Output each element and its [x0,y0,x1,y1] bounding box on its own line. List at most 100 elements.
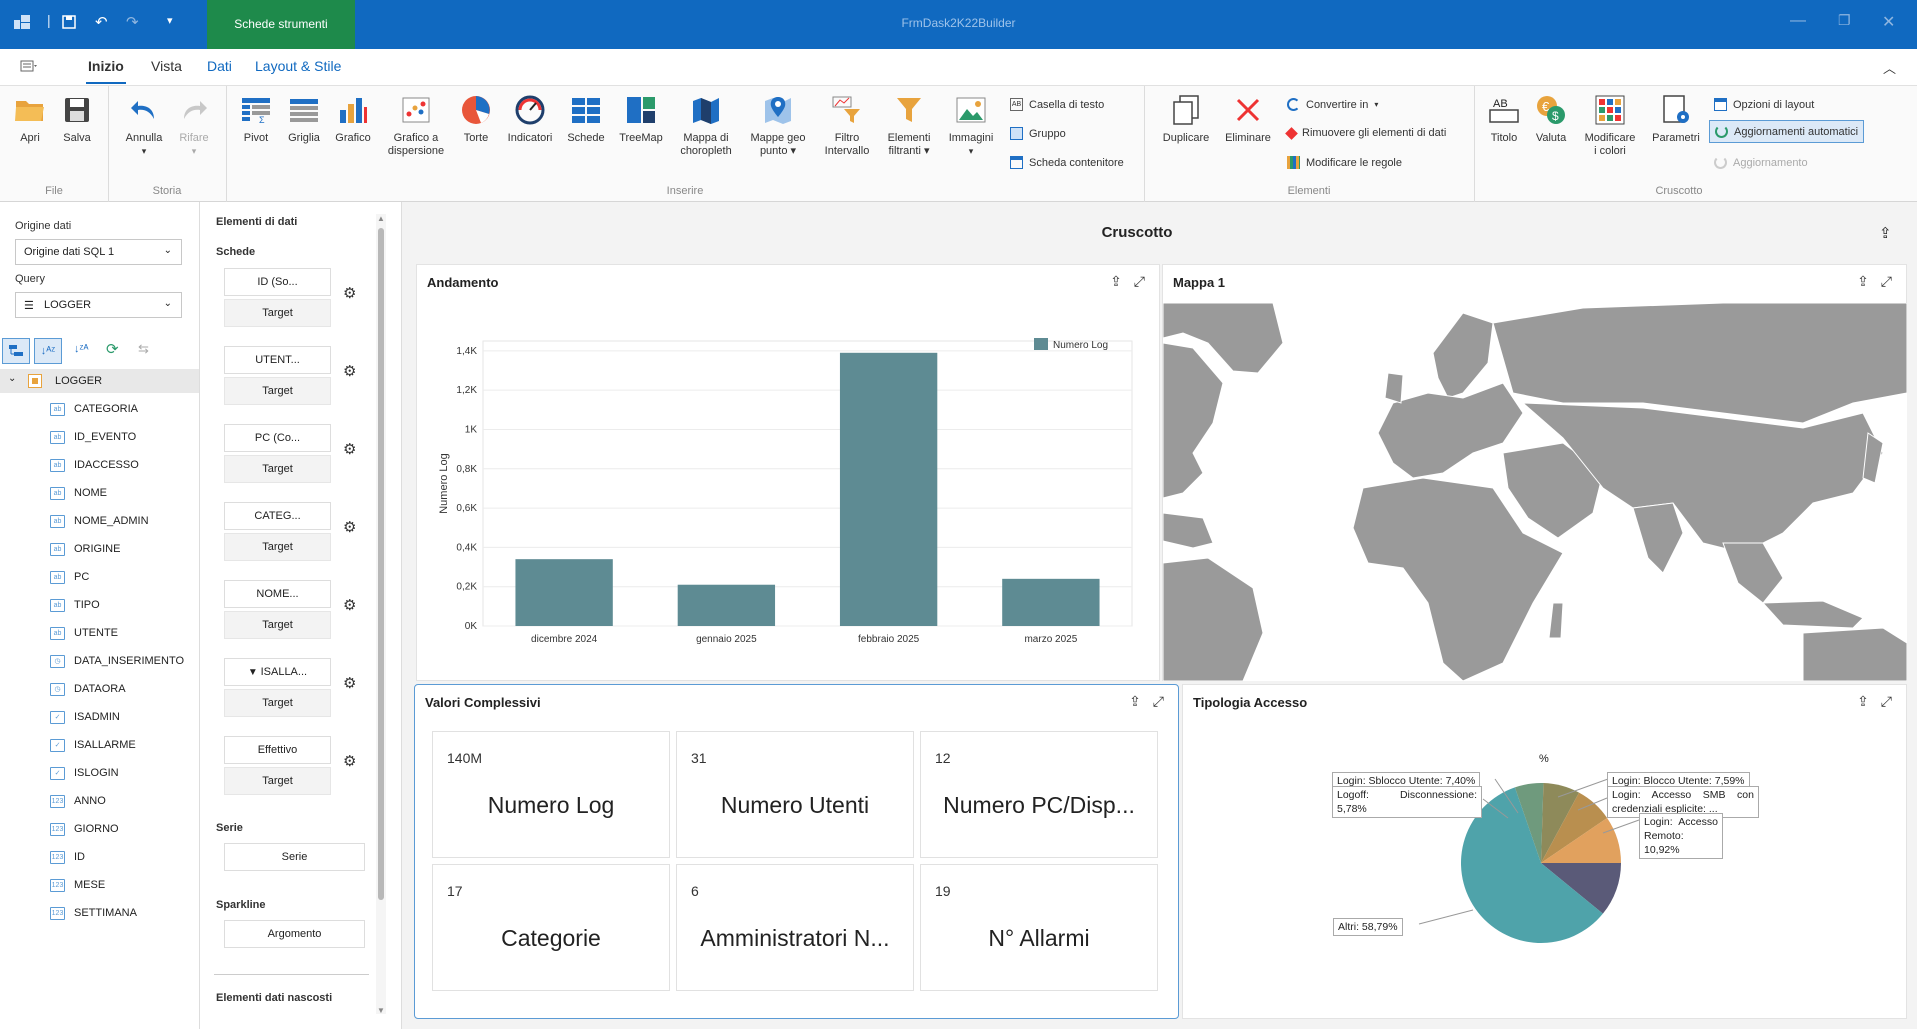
swap-button[interactable]: ⇆ [138,341,149,357]
card-slot-target[interactable]: Target [224,689,331,717]
kpi-tile[interactable]: 6 Amministratori N... [676,864,914,991]
undo-icon[interactable]: ↶ [95,14,108,31]
range-filter-button[interactable]: Filtro Intervallo [822,94,872,158]
update-button[interactable]: Aggiornamento [1714,156,1808,169]
cards-button[interactable]: Schede [566,94,606,145]
open-button[interactable]: Apri [12,94,48,145]
card-slot-main[interactable]: PC (Co... [224,424,331,452]
scrollbar-thumb[interactable] [378,228,384,900]
kpi-tile[interactable]: 17 Categorie [432,864,670,991]
card-slot-main[interactable]: ▼ ISALLA... [224,658,331,686]
currency-button[interactable]: € $ Valuta [1533,94,1569,145]
card-slot-main[interactable]: NOME... [224,580,331,608]
card-slot-target[interactable]: Target [224,533,331,561]
chart-button[interactable]: Grafico [333,94,373,145]
title-button[interactable]: AB Titolo [1486,94,1522,145]
field-item[interactable]: ab NOME [50,484,107,502]
field-item[interactable]: ab NOME_ADMIN [50,512,149,530]
export-icon[interactable]: ⇪ [1110,273,1122,289]
gear-icon[interactable]: ⚙ [343,519,357,536]
field-item[interactable]: ab CATEGORIA [50,400,138,418]
tree-root-row[interactable]: ⌄ LOGGER [0,369,199,393]
field-item[interactable]: ab TIPO [50,596,100,614]
field-item[interactable]: 123 MESE [50,876,105,894]
sparkline-slot[interactable]: Argomento [224,920,365,948]
scroll-down-icon[interactable]: ▼ [377,1006,385,1015]
field-item[interactable]: ab ORIGINE [50,540,120,558]
images-button[interactable]: Immagini ▾ [946,94,996,158]
context-tab[interactable]: Schede strumenti [207,0,355,49]
field-item[interactable]: ab UTENTE [50,624,118,642]
undo-button[interactable]: Annulla ▾ [120,94,168,158]
pie-slice[interactable] [1541,817,1621,863]
card-slot-main[interactable]: CATEG... [224,502,331,530]
gear-icon[interactable]: ⚙ [343,597,357,614]
tab-inizio[interactable]: Inizio [88,58,124,74]
parameters-button[interactable]: Parametri [1648,94,1704,145]
export-icon[interactable]: ⇪ [1879,225,1892,242]
redo-button[interactable]: Rifare ▾ [174,94,214,158]
layout-options-button[interactable]: Opzioni di layout [1714,98,1814,111]
field-item[interactable]: ◷ DATAORA [50,680,126,698]
choropleth-map-button[interactable]: Mappa di choropleth [672,94,740,158]
pivot-button[interactable]: Σ Pivot [238,94,274,145]
tab-vista[interactable]: Vista [151,58,182,74]
refresh-fields-button[interactable]: ⟳ [106,340,119,358]
maximize-icon[interactable]: ⤢ [1880,693,1892,709]
gear-icon[interactable]: ⚙ [343,285,357,302]
maximize-icon[interactable]: ⤢ [1880,273,1892,289]
kpi-tile[interactable]: 140M Numero Log [432,731,670,858]
card-slot-target[interactable]: Target [224,299,331,327]
pie-button[interactable]: Torte [455,94,497,145]
field-item[interactable]: ab PC [50,568,89,586]
treemap-button[interactable]: TreeMap [618,94,664,145]
remove-data-items-button[interactable]: Rimuovere gli elementi di dati [1285,126,1446,140]
export-icon[interactable]: ⇪ [1129,693,1141,709]
pie-slice[interactable] [1541,792,1608,863]
field-item[interactable]: 123 SETTIMANA [50,904,137,922]
textbox-button[interactable]: AB Casella di testo [1010,98,1105,111]
field-item[interactable]: ✓ ISALLARME [50,736,136,754]
sort-za-button[interactable]: ↓ᶻᴬ [74,343,88,355]
collapse-ribbon-icon[interactable]: ︿ [1883,61,1897,76]
field-item[interactable]: ab ID_EVENTO [50,428,136,446]
scatter-chart-button[interactable]: Grafico a dispersione [386,94,446,158]
ribbon-menu-icon[interactable] [20,59,38,76]
maximize-icon[interactable]: ⤢ [1152,693,1164,709]
card-slot-target[interactable]: Target [224,767,331,795]
kpi-tile[interactable]: 19 N° Allarmi [920,864,1158,991]
duplicate-button[interactable]: Duplicare [1158,94,1214,145]
geo-point-map-button[interactable]: Mappe geo punto ▾ [745,94,811,158]
field-item[interactable]: ✓ ISADMIN [50,708,120,726]
scrollbar[interactable]: ▲ ▼ [376,214,386,1015]
edit-colors-button[interactable]: Modificare i colori [1580,94,1640,158]
convert-to-button[interactable]: Convertire in ▾ [1287,98,1378,111]
series-slot[interactable]: Serie [224,843,365,871]
export-icon[interactable]: ⇪ [1857,273,1869,289]
card-slot-target[interactable]: Target [224,377,331,405]
edit-rules-button[interactable]: Modificare le regole [1287,156,1402,169]
scroll-up-icon[interactable]: ▲ [377,214,385,223]
delete-button[interactable]: Eliminare [1220,94,1276,145]
gear-icon[interactable]: ⚙ [343,441,357,458]
kpi-tile[interactable]: 12 Numero PC/Disp... [920,731,1158,858]
group-button[interactable]: Gruppo [1010,127,1066,140]
datasource-select[interactable]: Origine dati SQL 1 ⌄ [15,239,182,265]
pie-slice[interactable] [1541,783,1580,863]
card-slot-main[interactable]: UTENT... [224,346,331,374]
tab-layout-stile[interactable]: Layout & Stile [255,58,342,74]
filter-elements-button[interactable]: Elementi filtranti ▾ [882,94,936,158]
card-slot-main[interactable]: Effettivo [224,736,331,764]
card-slot-target[interactable]: Target [224,611,331,639]
field-item[interactable]: 123 ID [50,848,85,866]
gear-icon[interactable]: ⚙ [343,363,357,380]
gauges-button[interactable]: Indicatori [504,94,556,145]
field-item[interactable]: 123 GIORNO [50,820,119,838]
card-slot-target[interactable]: Target [224,455,331,483]
pie-slice[interactable] [1541,863,1621,914]
minimize-icon[interactable]: — [1790,12,1806,29]
query-select[interactable]: ☰ LOGGER ⌄ [15,292,182,318]
field-item[interactable]: ✓ ISLOGIN [50,764,119,782]
group-by-type-button[interactable] [2,338,30,364]
save-icon[interactable] [62,15,76,33]
